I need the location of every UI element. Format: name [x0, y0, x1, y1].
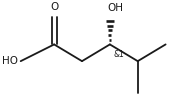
Text: OH: OH: [107, 3, 123, 13]
Text: HO: HO: [3, 56, 19, 66]
Text: &1: &1: [113, 50, 124, 59]
Text: O: O: [50, 2, 58, 12]
